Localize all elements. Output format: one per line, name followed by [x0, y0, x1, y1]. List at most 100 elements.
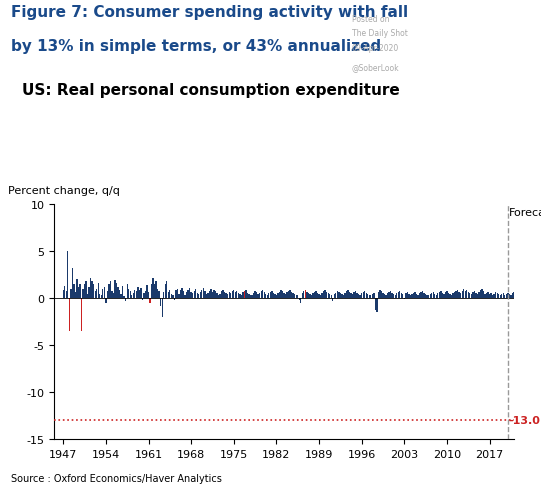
- Bar: [258, 294, 259, 299]
- Bar: [78, 287, 79, 299]
- Bar: [355, 291, 357, 299]
- Bar: [335, 293, 337, 299]
- Bar: [65, 291, 67, 299]
- Bar: [110, 282, 111, 299]
- Bar: [525, 291, 527, 299]
- Bar: [436, 295, 437, 299]
- Bar: [306, 292, 307, 299]
- Bar: [300, 299, 301, 304]
- Bar: [404, 299, 405, 300]
- Bar: [146, 285, 148, 299]
- Bar: [446, 291, 447, 299]
- Bar: [379, 290, 381, 299]
- Bar: [475, 293, 477, 299]
- Bar: [297, 296, 299, 299]
- Bar: [69, 299, 70, 331]
- Bar: [63, 290, 64, 299]
- Bar: [433, 292, 434, 299]
- Bar: [222, 290, 224, 299]
- Bar: [426, 295, 428, 299]
- Bar: [75, 292, 76, 299]
- Bar: [101, 296, 102, 299]
- Bar: [177, 289, 178, 299]
- Bar: [344, 293, 346, 299]
- Bar: [88, 287, 90, 299]
- Bar: [477, 294, 478, 299]
- Bar: [169, 290, 170, 299]
- Bar: [162, 299, 163, 317]
- Text: Percent change, q/q: Percent change, q/q: [8, 185, 120, 196]
- Bar: [271, 291, 273, 299]
- Bar: [198, 294, 200, 299]
- Bar: [424, 293, 425, 299]
- Text: 09-Apr-2020: 09-Apr-2020: [352, 44, 399, 53]
- Bar: [349, 292, 350, 299]
- Bar: [151, 285, 152, 299]
- Bar: [67, 252, 69, 299]
- Bar: [129, 291, 131, 299]
- Bar: [417, 295, 419, 299]
- Bar: [524, 292, 525, 299]
- Bar: [230, 293, 232, 299]
- Bar: [209, 291, 210, 299]
- Bar: [121, 294, 122, 299]
- Bar: [212, 292, 213, 299]
- Bar: [529, 294, 530, 299]
- Text: Forecast: Forecast: [509, 208, 541, 218]
- Bar: [268, 293, 269, 299]
- Bar: [474, 291, 475, 299]
- Bar: [431, 293, 432, 299]
- Bar: [102, 289, 103, 299]
- Bar: [504, 295, 505, 299]
- Bar: [454, 292, 455, 299]
- Bar: [450, 294, 451, 299]
- Text: The Daily Shot: The Daily Shot: [352, 29, 407, 38]
- Bar: [76, 280, 77, 299]
- Bar: [512, 293, 513, 299]
- Bar: [278, 293, 279, 299]
- Bar: [175, 290, 176, 299]
- Bar: [419, 293, 420, 299]
- Bar: [489, 294, 490, 299]
- Bar: [484, 294, 486, 299]
- Bar: [425, 294, 426, 299]
- Bar: [430, 294, 431, 299]
- Bar: [116, 284, 117, 299]
- Bar: [107, 291, 108, 299]
- Bar: [327, 293, 329, 299]
- Bar: [471, 294, 472, 299]
- Bar: [370, 296, 372, 299]
- Bar: [457, 290, 458, 299]
- Text: -13.0: -13.0: [509, 415, 540, 426]
- Bar: [204, 291, 206, 299]
- Bar: [149, 299, 151, 304]
- Bar: [276, 295, 277, 299]
- Bar: [317, 293, 318, 299]
- Bar: [206, 294, 207, 299]
- Bar: [267, 295, 268, 299]
- Bar: [119, 290, 120, 299]
- Bar: [392, 293, 393, 299]
- Bar: [346, 291, 347, 299]
- Bar: [414, 292, 415, 299]
- Bar: [309, 294, 311, 299]
- Bar: [87, 294, 88, 299]
- Bar: [318, 294, 320, 299]
- Bar: [448, 293, 449, 299]
- Bar: [533, 293, 535, 299]
- Bar: [515, 294, 516, 299]
- Bar: [70, 289, 71, 299]
- Bar: [434, 294, 436, 299]
- Bar: [200, 292, 201, 299]
- Bar: [405, 293, 406, 299]
- Bar: [84, 285, 85, 299]
- Bar: [440, 291, 441, 299]
- Bar: [288, 291, 289, 299]
- Bar: [285, 294, 286, 299]
- Bar: [279, 292, 280, 299]
- Bar: [233, 290, 234, 299]
- Bar: [398, 292, 399, 299]
- Bar: [181, 288, 183, 299]
- Bar: [180, 290, 181, 299]
- Bar: [340, 293, 341, 299]
